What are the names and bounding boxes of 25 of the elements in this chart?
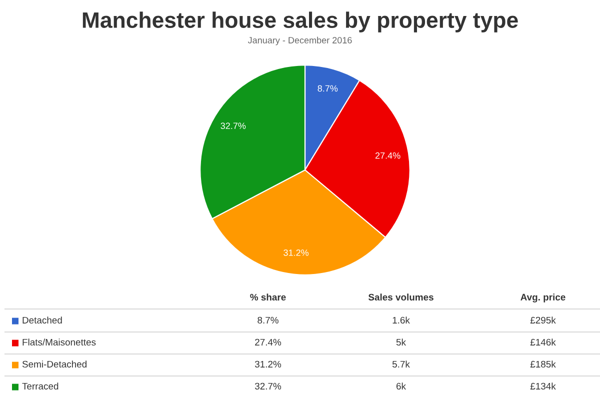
chart-subtitle: January - December 2016 <box>248 36 352 46</box>
data-label: £134k <box>530 382 556 390</box>
data-label: 5k <box>396 338 406 346</box>
text: Sales volumes <box>368 294 434 301</box>
data-label: 5.7k <box>392 360 410 368</box>
data-label: 31.2% <box>254 360 282 368</box>
data-label: 1.6k <box>392 316 410 324</box>
data-label: £146k <box>530 338 556 346</box>
data-label: 32.7% <box>254 382 282 390</box>
data-label: 27.4% <box>255 338 282 346</box>
data-label: £295k <box>530 316 556 324</box>
data-label: £185k <box>530 360 556 368</box>
data-label: 8.7% <box>318 85 338 92</box>
data-label: 32.7% <box>220 122 246 130</box>
category-label: Semi-Detached <box>22 360 86 368</box>
data-label: 31.2% <box>284 249 309 256</box>
data-label: 8.7% <box>258 316 278 324</box>
chart-title: Manchester house sales by property type <box>82 12 518 32</box>
category-label: Detached <box>22 316 62 324</box>
text: Avg. price <box>520 294 566 302</box>
category-label: Terraced <box>22 382 58 390</box>
category-label: Flats/Maisonettes <box>22 338 96 346</box>
text: % share <box>250 294 286 301</box>
data-label: 27.4% <box>375 152 400 159</box>
data-label: 6k <box>396 382 406 390</box>
